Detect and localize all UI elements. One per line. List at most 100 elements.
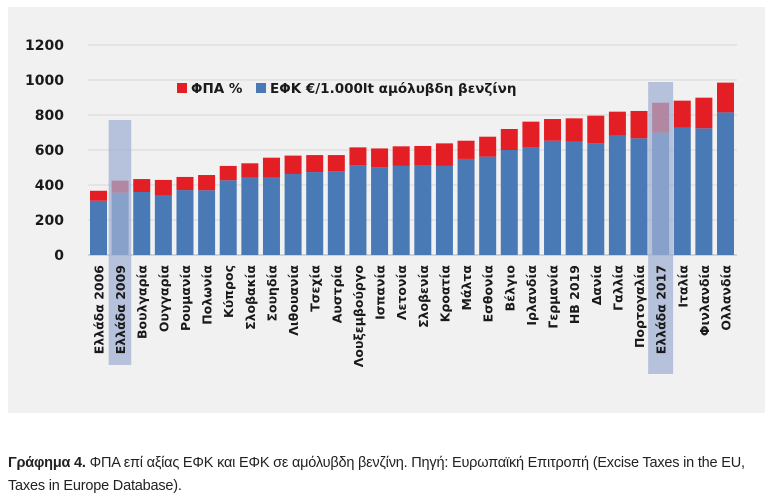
bars bbox=[90, 82, 734, 255]
bar-excise bbox=[673, 127, 691, 255]
bar-excise bbox=[500, 150, 518, 255]
bar-excise bbox=[479, 156, 497, 255]
bar-excise bbox=[262, 177, 280, 255]
x-tick-label: Ιρλανδία bbox=[524, 265, 539, 326]
bar-vat bbox=[198, 175, 216, 191]
bar-vat bbox=[435, 143, 453, 166]
legend-label-vat: ΦΠΑ % bbox=[191, 81, 243, 97]
x-tick-label: Δανία bbox=[589, 265, 604, 306]
x-tick-label: Κύπρος bbox=[221, 265, 236, 318]
x-tick-label: Βουλγαρία bbox=[135, 265, 150, 339]
bar-vat bbox=[522, 121, 540, 148]
bar-vat bbox=[457, 140, 475, 159]
bar-vat bbox=[500, 129, 518, 150]
x-tick-label: Γερμανία bbox=[546, 265, 561, 329]
bar-excise bbox=[717, 112, 734, 255]
bar-vat bbox=[154, 179, 172, 196]
bar-excise bbox=[371, 167, 389, 255]
highlight-box-greece-2009 bbox=[108, 120, 132, 365]
bar-excise bbox=[522, 147, 540, 255]
bar-excise bbox=[306, 172, 324, 255]
bar-excise bbox=[219, 180, 237, 255]
legend-label-excise: ΕΦΚ €/1.000lt αμόλυβδη βενζίνη bbox=[270, 81, 516, 97]
bar-excise bbox=[457, 158, 475, 255]
x-tick-label: Ελλάδα 2017 bbox=[654, 265, 669, 354]
x-tick-label: Μάλτα bbox=[459, 265, 474, 311]
x-tick-label: Ελλάδα 2009 bbox=[113, 265, 128, 354]
bar-vat bbox=[414, 145, 432, 166]
gridlines bbox=[88, 44, 737, 256]
bar-excise bbox=[630, 138, 648, 255]
highlight-box-greece-2017 bbox=[648, 82, 674, 374]
x-tick-label: Σλοβενία bbox=[416, 265, 431, 328]
bar-excise bbox=[587, 143, 605, 255]
x-tick-label: Λουξεμβούργο bbox=[351, 265, 366, 368]
x-tick-label: Πολωνία bbox=[200, 265, 215, 325]
highlight-boxes bbox=[108, 82, 674, 374]
bar-vat bbox=[327, 155, 345, 172]
bar-excise bbox=[90, 200, 107, 255]
bar-excise bbox=[608, 135, 626, 255]
x-tick-label: Ρουμανία bbox=[178, 265, 193, 331]
bar-vat bbox=[587, 115, 605, 144]
x-tick-label: Σλοβακία bbox=[243, 265, 258, 330]
bar-vat bbox=[284, 155, 302, 174]
bar-excise bbox=[435, 165, 453, 255]
bar-vat bbox=[565, 118, 583, 142]
bar-excise bbox=[349, 165, 367, 255]
y-tick-label: 1200 bbox=[25, 38, 64, 54]
y-tick-label: 0 bbox=[54, 248, 64, 264]
y-axis-ticks: 0 200 400 600 800 1000 1200 bbox=[25, 38, 64, 264]
bar-excise bbox=[565, 141, 583, 255]
bar-excise bbox=[695, 128, 713, 255]
x-tick-label: Ιταλία bbox=[675, 265, 690, 308]
stacked-bar-chart: 0 200 400 600 800 1000 1200 Ελλάδα 2006 Ελλάδα … bbox=[25, 38, 737, 374]
bar-excise bbox=[392, 165, 410, 255]
x-tick-label: Γαλλία bbox=[610, 265, 625, 311]
x-tick-label: Πορτογαλία bbox=[632, 265, 647, 348]
caption-label: Γράφημα 4. bbox=[8, 455, 86, 471]
bar-vat bbox=[176, 176, 194, 191]
bar-excise bbox=[414, 165, 432, 255]
x-tick-label: ΗΒ 2019 bbox=[567, 265, 582, 324]
legend-swatch-vat bbox=[177, 83, 187, 93]
x-tick-label: Τσεχία bbox=[308, 265, 323, 312]
bar-vat bbox=[630, 110, 648, 139]
bar-excise bbox=[176, 190, 194, 255]
bar-vat bbox=[219, 165, 237, 181]
x-axis-ticks: Ελλάδα 2006 Ελλάδα 2009 Βουλγαρία Ουγγαρία Ρ… bbox=[92, 265, 734, 368]
bar-excise bbox=[327, 171, 345, 255]
bar-vat bbox=[717, 82, 734, 113]
bar-vat bbox=[241, 163, 259, 178]
x-tick-label: Ελλάδα 2006 bbox=[92, 265, 107, 355]
bar-vat bbox=[673, 100, 691, 128]
x-tick-label: Ισπανία bbox=[373, 265, 388, 320]
bar-vat bbox=[544, 119, 562, 141]
bar-vat bbox=[262, 157, 280, 178]
bar-vat bbox=[608, 111, 626, 136]
y-tick-label: 1000 bbox=[25, 73, 64, 89]
x-tick-label: Λιθουανία bbox=[286, 265, 301, 336]
legend-swatch-excise bbox=[256, 83, 266, 93]
y-tick-label: 200 bbox=[35, 213, 64, 229]
caption-text: ΦΠΑ επί αξίας ΕΦΚ και ΕΦΚ σε αμόλυβδη βε… bbox=[8, 455, 745, 494]
x-tick-label: Βέλγιο bbox=[502, 265, 517, 312]
x-tick-label: Λετονία bbox=[394, 265, 409, 321]
x-tick-label: Αυστρία bbox=[329, 265, 344, 324]
bar-vat bbox=[306, 155, 324, 173]
bar-vat bbox=[392, 146, 410, 166]
x-tick-label: Εσθονία bbox=[481, 265, 496, 323]
x-tick-label: Φινλανδία bbox=[697, 265, 712, 336]
bar-vat bbox=[133, 179, 151, 192]
y-tick-label: 600 bbox=[35, 143, 64, 159]
bar-excise bbox=[154, 195, 172, 255]
bar-excise bbox=[284, 173, 302, 255]
bar-excise bbox=[241, 177, 259, 255]
bar-vat bbox=[371, 148, 389, 168]
chart-panel: 0 200 400 600 800 1000 1200 Ελλάδα 2006 Ελλάδα … bbox=[8, 7, 765, 413]
y-tick-label: 400 bbox=[35, 178, 64, 194]
bar-vat bbox=[479, 136, 497, 157]
x-tick-label: Ολλανδία bbox=[719, 265, 734, 331]
y-tick-label: 800 bbox=[35, 108, 64, 124]
legend: ΦΠΑ % ΕΦΚ €/1.000lt αμόλυβδη βενζίνη bbox=[177, 81, 516, 97]
